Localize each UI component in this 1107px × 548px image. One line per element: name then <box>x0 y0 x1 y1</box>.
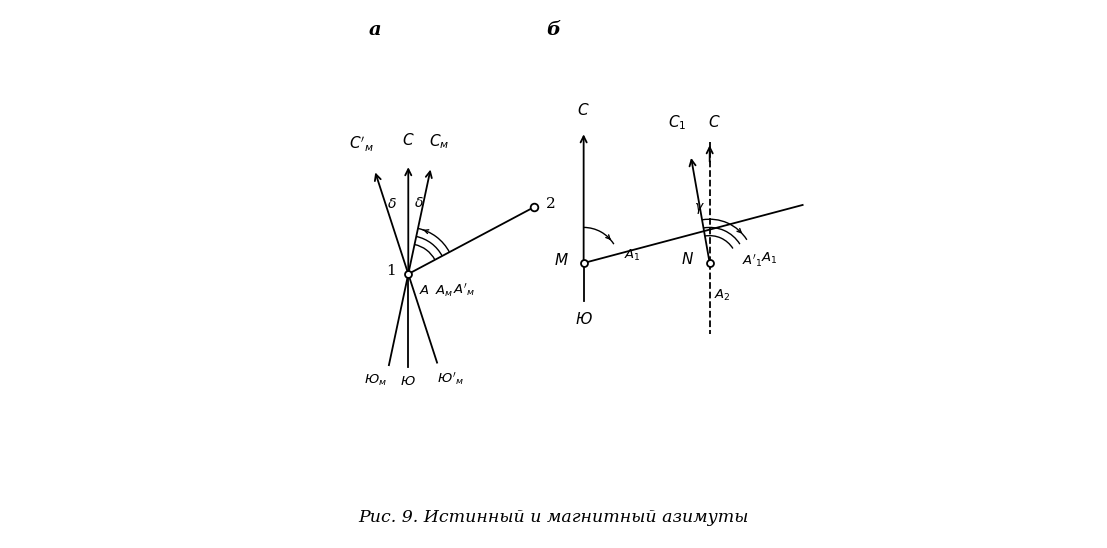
Text: $А_м$: $А_м$ <box>435 284 453 299</box>
Text: $\delta$: $\delta$ <box>386 197 396 210</box>
Text: $С$: $С$ <box>578 102 590 118</box>
Text: Рис. 9. Истинный и магнитный азимуты: Рис. 9. Истинный и магнитный азимуты <box>359 509 748 527</box>
Text: $С$: $С$ <box>707 115 721 130</box>
Text: $А$: $А$ <box>420 284 431 297</box>
Text: $Ю$: $Ю$ <box>575 311 592 327</box>
Text: $А_2$: $А_2$ <box>714 288 731 304</box>
Text: а: а <box>369 21 382 39</box>
Text: $Ю'_м$: $Ю'_м$ <box>437 370 464 387</box>
Text: $А_1$: $А_1$ <box>761 251 777 266</box>
Text: $А_1$: $А_1$ <box>624 248 641 263</box>
Text: 2: 2 <box>546 197 556 212</box>
Text: $М$: $М$ <box>554 252 568 269</box>
Text: $С_м$: $С_м$ <box>430 132 449 151</box>
Text: $Ю_м$: $Ю_м$ <box>364 373 387 389</box>
Text: б: б <box>547 21 560 39</box>
Text: $\delta$: $\delta$ <box>414 196 423 210</box>
Text: $\gamma$: $\gamma$ <box>694 201 705 216</box>
Text: $N$: $N$ <box>681 250 694 267</box>
Text: $А'_1$: $А'_1$ <box>742 252 763 269</box>
Text: $Ю$: $Ю$ <box>401 375 416 389</box>
Text: 1: 1 <box>386 264 396 278</box>
Text: $C$: $C$ <box>402 132 415 148</box>
Text: $С_1$: $С_1$ <box>669 113 686 132</box>
Text: $А'_м$: $А'_м$ <box>453 282 476 298</box>
Text: $C'_м$: $C'_м$ <box>350 135 374 154</box>
